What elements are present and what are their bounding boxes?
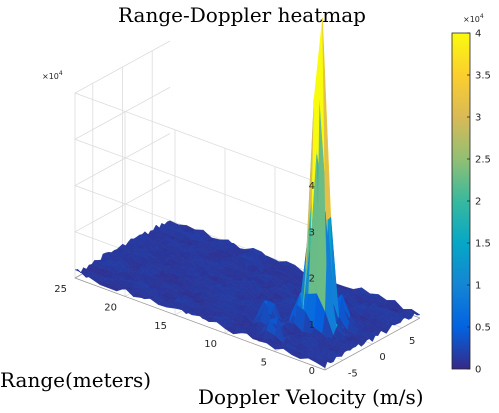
colorbar-tick-label: 3	[475, 113, 481, 124]
colorbar-tick-label: 1.5	[475, 239, 491, 250]
x-axis-label: Doppler Velocity (m/s)	[198, 385, 424, 409]
y-tick-label: 15	[154, 321, 167, 332]
z-tick-label: 4	[309, 181, 315, 192]
surface-patch	[408, 309, 421, 316]
z-exponent-label: ×104	[42, 70, 63, 81]
y-tick-label: 25	[54, 284, 67, 295]
z-tick-label: 1	[309, 320, 315, 331]
y-axis-label: Range(meters)	[0, 368, 151, 392]
y-tick-label: 20	[104, 302, 117, 313]
chart-title: Range-Doppler heatmap	[118, 3, 366, 27]
colorbar: ×104 0 0.5 1 1.5 2 2.5 3 3.5 4	[451, 13, 491, 376]
colorbar-tick-label: 0	[475, 365, 481, 376]
y-tick-label: 5	[261, 358, 267, 369]
colorbar-tick-label: 2	[475, 197, 481, 208]
axis-ticks: 0 1 2 3 4 5 10 15 20 25 -5 0 5	[54, 181, 415, 379]
colorbar-exponent-label: ×104	[463, 13, 484, 24]
x-tick-label: 0	[379, 352, 385, 363]
z-tick-label: 3	[309, 227, 315, 238]
surface-plot	[74, 18, 421, 369]
z-tick-label: 2	[309, 274, 315, 285]
colorbar-tick-label: 2.5	[475, 155, 491, 166]
colorbar-tick-label: 0.5	[475, 323, 491, 334]
y-tick-label: 10	[204, 339, 217, 350]
axis-edge	[74, 277, 326, 371]
colorbar-tick-label: 4	[475, 29, 481, 40]
x-tick-label: -5	[348, 368, 358, 379]
z-tick-label: 0	[309, 366, 315, 377]
colorbar-tick-label: 3.5	[475, 71, 491, 82]
axis-edge	[324, 317, 421, 371]
x-tick-label: 5	[409, 336, 415, 347]
colorbar-tick-label: 1	[475, 281, 481, 292]
